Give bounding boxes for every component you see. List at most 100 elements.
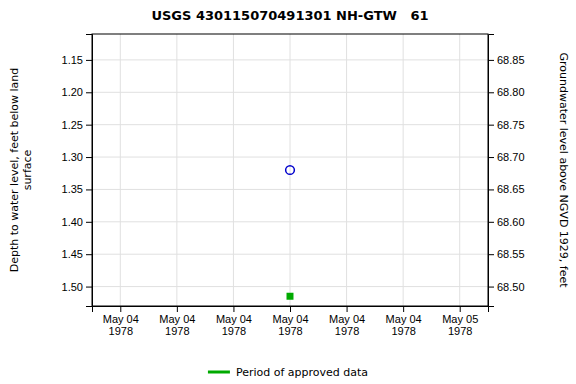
tick-label: 1.45 xyxy=(62,248,83,260)
tick-mark xyxy=(347,306,348,312)
tick-label: 68.55 xyxy=(497,248,525,260)
point xyxy=(287,294,292,299)
axis-line xyxy=(93,307,489,313)
tick-label: May 041978 xyxy=(216,313,252,338)
tick-mark xyxy=(403,306,404,312)
tick: 1.30 xyxy=(62,151,92,163)
tick-label-line: 1978 xyxy=(335,325,359,337)
tick-mark xyxy=(488,189,494,190)
tick: May 041978 xyxy=(103,306,139,337)
tick-label: 1.40 xyxy=(62,216,83,228)
tick: May 041978 xyxy=(329,306,365,337)
tick-mark xyxy=(488,157,494,158)
tick-label-line: May 04 xyxy=(386,313,422,325)
tick-label: 68.70 xyxy=(497,151,525,163)
tick: 1.45 xyxy=(62,248,92,260)
tick-label-line: May 05 xyxy=(442,313,478,325)
tick-mark xyxy=(460,306,461,312)
y-axis-label: Depth to water level, feet below landsur… xyxy=(8,68,34,273)
tick-label-line: 1978 xyxy=(278,325,302,337)
y2-axis-label-line: Groundwater level above NGVD 1929, feet xyxy=(557,52,570,288)
tick-mark xyxy=(86,92,92,93)
grid-line xyxy=(290,34,291,306)
tick-mark xyxy=(86,125,92,126)
tick-label: 1.35 xyxy=(62,183,83,195)
tick-label: May 041978 xyxy=(386,313,422,338)
tick: 1.35 xyxy=(62,183,92,195)
tick-label-line: 1978 xyxy=(222,325,246,337)
y-axis-label-line: Depth to water level, feet below land xyxy=(8,68,21,273)
grid-line xyxy=(176,34,177,306)
tick-mark xyxy=(233,306,234,312)
tick: 1.40 xyxy=(62,216,92,228)
tick: 68.75 xyxy=(488,119,525,131)
tick-label-line: May 04 xyxy=(159,313,195,325)
tick: 68.80 xyxy=(488,86,525,98)
x-axis: May 041978May 041978May 041978May 041978… xyxy=(93,306,489,337)
tick-label: 68.50 xyxy=(497,281,525,293)
tick-label: 68.75 xyxy=(497,119,525,131)
marks xyxy=(286,166,295,299)
tick-label: May 041978 xyxy=(159,313,195,338)
tick-label: 68.85 xyxy=(497,54,525,66)
tick: 1.15 xyxy=(62,54,92,66)
y-axis-label-line: surface xyxy=(21,149,34,190)
tick: May 041978 xyxy=(272,306,308,337)
tick-label: May 051978 xyxy=(442,313,478,338)
tick-label: 1.30 xyxy=(62,151,83,163)
tick: 1.50 xyxy=(62,281,92,293)
tick-label: 68.60 xyxy=(497,216,525,228)
grid-line xyxy=(120,34,121,306)
plot-area: May 041978May 041978May 041978May 041978… xyxy=(62,34,525,337)
axis-line xyxy=(86,35,93,307)
tick-mark xyxy=(86,222,92,223)
grid-line xyxy=(403,34,404,306)
tick-label: 68.65 xyxy=(497,183,525,195)
tick-mark xyxy=(488,254,494,255)
tick-mark xyxy=(86,60,92,61)
chart: May 041978May 041978May 041978May 041978… xyxy=(0,0,576,384)
legend-swatch xyxy=(208,371,230,374)
tick: May 041978 xyxy=(159,306,195,337)
tick-mark xyxy=(488,125,494,126)
tick-mark xyxy=(488,92,494,93)
tick-mark xyxy=(86,287,92,288)
tick-mark xyxy=(290,306,291,312)
tick: May 041978 xyxy=(216,306,252,337)
tick-label: May 041978 xyxy=(272,313,308,338)
legend: Period of approved data xyxy=(208,366,368,379)
tick-label: 1.15 xyxy=(62,54,83,66)
tick: 68.55 xyxy=(488,248,525,260)
tick-label-line: 1978 xyxy=(109,325,133,337)
tick: 68.60 xyxy=(488,216,525,228)
tick-label-line: 1978 xyxy=(448,325,472,337)
axis-line xyxy=(489,35,495,307)
grid-line xyxy=(459,34,460,306)
tick-mark xyxy=(488,222,494,223)
plot-frame xyxy=(92,34,488,306)
tick: 68.65 xyxy=(488,183,525,195)
tick-mark xyxy=(120,306,121,312)
y2-axis: 68.85 68.80 68.75 68.70 68.65 68.60 68.55 68.50 xyxy=(488,35,525,307)
y-axis: 1.15 1.20 1.25 1.30 1.35 1.40 1.45 1.50 xyxy=(62,35,93,307)
tick-label-line: 1978 xyxy=(165,325,189,337)
tick: 1.25 xyxy=(62,119,92,131)
tick-label-line: 1978 xyxy=(391,325,415,337)
tick-label-line: May 04 xyxy=(216,313,252,325)
tick-mark xyxy=(177,306,178,312)
tick-label: 1.20 xyxy=(62,86,83,98)
tick-label: 1.25 xyxy=(62,119,83,131)
tick-label-line: May 04 xyxy=(103,313,139,325)
tick-mark xyxy=(488,287,494,288)
tick: 68.50 xyxy=(488,281,525,293)
tick-mark xyxy=(488,60,494,61)
point xyxy=(286,166,295,175)
grid-line xyxy=(233,34,234,306)
tick: 1.20 xyxy=(62,86,92,98)
series xyxy=(286,166,295,175)
tick: 68.85 xyxy=(488,54,525,66)
tick-label-line: May 04 xyxy=(329,313,365,325)
tick-label: 1.50 xyxy=(62,281,83,293)
legend-label: Period of approved data xyxy=(236,366,368,379)
grid xyxy=(92,34,488,306)
